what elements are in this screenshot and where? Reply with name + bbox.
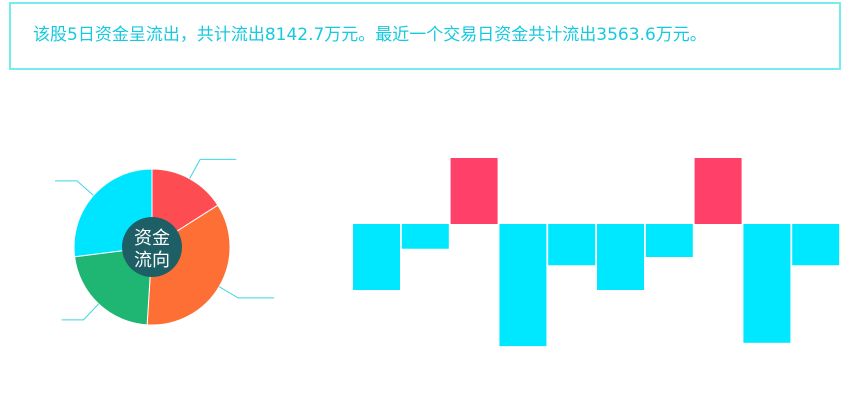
summary-text: 该股5日资金呈流出，共计流出8142.7万元。最近一个交易日资金共计流出3563…: [33, 25, 707, 45]
flow-bar-3: [450, 158, 498, 224]
donut-leader-line-3: [61, 303, 99, 321]
flow-bar-10: [792, 224, 840, 266]
flow-bar-7: [645, 224, 693, 257]
donut-center-label-line2: 流向: [134, 250, 170, 271]
donut-leader-line-4: [54, 180, 94, 196]
summary-box: 该股5日资金呈流出，共计流出8142.7万元。最近一个交易日资金共计流出3563…: [9, 2, 841, 70]
fund-flow-donut-chart: 资金 流向: [54, 158, 275, 326]
flow-bar-1: [353, 224, 400, 290]
donut-center: [122, 217, 182, 277]
donut-center-label-line1: 资金: [134, 228, 170, 249]
flow-bar-9: [743, 224, 791, 343]
flow-bar-2: [401, 224, 449, 249]
flow-bar-5: [548, 224, 596, 266]
flow-bar-4: [499, 224, 547, 347]
flow-bar-8: [694, 158, 742, 224]
donut-leader-line-2: [218, 286, 275, 299]
donut-leader-line-1: [189, 158, 237, 179]
flow-bar-6: [597, 224, 644, 290]
